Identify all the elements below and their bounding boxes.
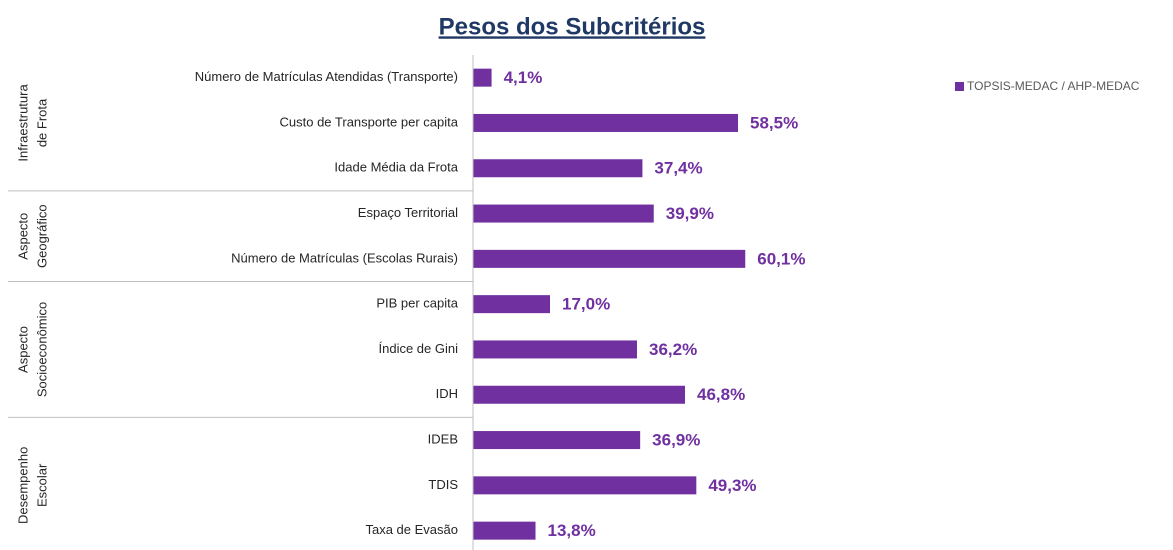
bar: [473, 249, 746, 268]
bar: [473, 431, 641, 450]
category-label: Número de Matrículas (Escolas Rurais): [231, 250, 458, 265]
bar: [473, 159, 643, 178]
legend-swatch: [955, 82, 964, 91]
value-label: 60,1%: [757, 249, 805, 268]
value-label: 49,3%: [708, 476, 756, 495]
value-label: 36,9%: [652, 431, 700, 450]
category-label: IDH: [436, 386, 458, 401]
bar: [473, 340, 637, 359]
group-label: Geográfico: [34, 204, 49, 268]
value-label: 4,1%: [504, 68, 543, 87]
value-label: 39,9%: [666, 204, 714, 223]
value-label: 58,5%: [750, 113, 798, 132]
bar: [473, 113, 739, 132]
value-label: 36,2%: [649, 340, 697, 359]
category-label: Índice de Gini: [379, 341, 459, 356]
category-label: Número de Matrículas Atendidas (Transpor…: [195, 69, 458, 84]
category-label: Taxa de Evasão: [365, 522, 458, 537]
group-label: Infraestrutura: [15, 84, 30, 162]
value-label: 13,8%: [548, 521, 596, 540]
category-label: TDIS: [428, 477, 458, 492]
category-label: Idade Média da Frota: [334, 160, 458, 175]
category-label: Espaço Territorial: [358, 205, 458, 220]
bar: [473, 68, 492, 87]
group-label: Aspecto: [15, 326, 30, 373]
value-label: 37,4%: [654, 159, 702, 178]
group-label: de Frota: [34, 98, 49, 147]
group-label: Aspecto: [15, 213, 30, 260]
bar: [473, 521, 536, 540]
bar: [473, 295, 551, 314]
bar: [473, 204, 654, 223]
legend-label: TOPSIS-MEDAC / AHP-MEDAC: [967, 79, 1140, 93]
bar: [473, 385, 686, 404]
group-label: Socioeconômico: [34, 302, 49, 397]
group-label: Desempenho: [15, 447, 30, 524]
value-label: 46,8%: [697, 385, 745, 404]
bar: [473, 476, 697, 495]
group-label: Escolar: [34, 463, 49, 507]
category-label: PIB per capita: [376, 296, 458, 311]
category-label: Custo de Transporte per capita: [280, 114, 459, 129]
chart-title: Pesos dos Subcritérios: [439, 13, 706, 40]
value-label: 17,0%: [562, 295, 610, 314]
category-label: IDEB: [428, 431, 458, 446]
